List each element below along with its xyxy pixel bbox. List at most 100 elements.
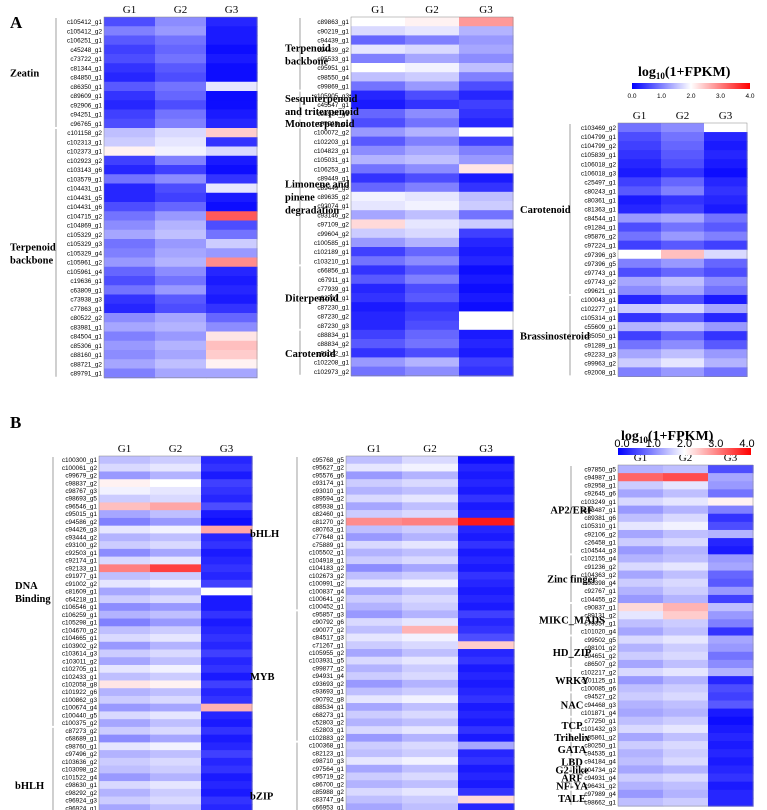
- row-label: c73938_g3: [70, 297, 102, 304]
- row-label: c96924_g3: [65, 798, 97, 805]
- heatmap-cell: [708, 489, 754, 499]
- row-label: c84517_g3: [312, 635, 344, 642]
- category-label: Limonene and pinene degradation: [285, 179, 350, 216]
- heatmap-cell: [150, 781, 202, 790]
- heatmap-cell: [458, 579, 515, 588]
- row-label: c100452_g1: [309, 604, 345, 611]
- heatmap-cell: [351, 90, 406, 101]
- row-label: c89791_g1: [70, 371, 102, 378]
- row-label: c103210_g1: [314, 258, 350, 265]
- heatmap-cell: [618, 258, 662, 269]
- heatmap-cell: [402, 672, 459, 681]
- heatmap-cell: [155, 146, 207, 157]
- heatmap-cell: [104, 128, 156, 138]
- heatmap-cell: [104, 202, 156, 212]
- heatmap-cell: [150, 610, 202, 620]
- heatmap-cell: [661, 340, 705, 350]
- color-scale-tick: 2.0: [677, 438, 692, 450]
- heatmap-cell: [459, 63, 514, 73]
- heatmap-cell: [346, 456, 403, 465]
- heatmap-cell: [405, 302, 460, 312]
- heatmap-cell: [405, 173, 460, 184]
- row-label: c96765_g1: [70, 121, 102, 128]
- heatmap-cell: [618, 349, 662, 359]
- heatmap-cell: [206, 276, 258, 286]
- heatmap-cell: [459, 127, 514, 138]
- heatmap-cell: [206, 368, 258, 379]
- heatmap-cell: [459, 339, 514, 349]
- heatmap-cell: [155, 192, 207, 203]
- row-label: c101871_g4: [581, 710, 617, 717]
- row-label: c83747_g4: [312, 797, 344, 804]
- heatmap-cell: [206, 183, 258, 194]
- row-label: c98630_g1: [65, 782, 97, 789]
- category-label: Sesquiterpenoid and triterpenoid: [285, 94, 359, 118]
- heatmap-cell: [458, 718, 515, 727]
- heatmap-cell: [351, 173, 406, 184]
- heatmap-cell: [708, 570, 754, 580]
- heatmap-cell: [708, 611, 754, 620]
- heatmap-cell: [708, 700, 754, 710]
- heatmap-cell: [104, 44, 156, 55]
- heatmap-cell: [661, 240, 705, 251]
- heatmap-cell: [99, 626, 151, 635]
- heatmap-cell: [618, 204, 662, 215]
- heatmap-cell: [663, 692, 709, 702]
- heatmap-cell: [663, 473, 709, 482]
- heatmap-cell: [346, 733, 403, 743]
- heatmap-cell: [150, 494, 202, 504]
- heatmap-cell: [405, 127, 460, 138]
- heatmap-cell: [661, 294, 705, 305]
- heatmap-cell: [104, 266, 156, 277]
- category-label: Zeatin: [10, 69, 39, 80]
- heatmap-cell: [346, 494, 403, 503]
- heatmap-cell: [663, 773, 709, 783]
- color-scale-bar: [618, 448, 751, 455]
- heatmap-b3: G1 G2 G3c97850_g5c94987_g1c92958_g1c92645_…: [539, 452, 754, 807]
- heatmap-cell: [150, 719, 202, 728]
- row-label: c82460_g1: [312, 511, 344, 518]
- heatmap-cell: [618, 177, 662, 187]
- heatmap-cell: [346, 787, 403, 797]
- heatmap-cell: [150, 649, 202, 658]
- row-label: c105329_g3: [67, 241, 103, 248]
- heatmap-cell: [405, 191, 460, 202]
- heatmap-cell: [459, 191, 514, 202]
- heatmap-cell: [405, 293, 460, 303]
- heatmap-cell: [663, 700, 709, 710]
- row-label: c84504_g1: [70, 334, 102, 341]
- row-label: c100061_g2: [62, 465, 98, 472]
- heatmap-cell: [99, 711, 151, 720]
- heatmap-cell: [661, 186, 705, 196]
- heatmap-cell: [402, 733, 459, 743]
- row-label: c86350_g1: [70, 84, 102, 91]
- row-label: c103579_g1: [67, 176, 103, 183]
- heatmap-cell: [704, 222, 748, 233]
- row-label: c91236_g2: [584, 564, 616, 571]
- heatmap-cell: [402, 664, 459, 673]
- color-scales: log10(1+FPKM)0.0 1.0 2.0 3.0 4.0log10(1+FPKM…: [614, 65, 755, 455]
- row-label: c94251_g1: [70, 112, 102, 119]
- heatmap-cell: [351, 357, 406, 368]
- heatmap-cell: [150, 742, 202, 751]
- heatmap-cell: [155, 183, 207, 194]
- heatmap-cell: [663, 554, 709, 564]
- heatmap-cell: [458, 556, 515, 565]
- heatmap-cell: [405, 228, 460, 239]
- heatmap-cell: [402, 633, 459, 642]
- heatmap-cell: [458, 471, 515, 480]
- row-label: c95876_g2: [584, 234, 616, 241]
- heatmap-cell: [459, 366, 514, 377]
- heatmap-cell: [458, 664, 515, 673]
- row-label: c77939_g1: [317, 286, 349, 293]
- row-label: c90837_g1: [584, 604, 616, 611]
- category-label: TALE: [558, 794, 586, 805]
- heatmap-cell: [201, 664, 253, 674]
- row-label: c97743_g2: [584, 279, 616, 286]
- row-label: c102673_g2: [309, 573, 345, 580]
- row-label: c99604_g2: [317, 231, 349, 238]
- heatmap-cell: [405, 90, 460, 101]
- heatmap-cell: [155, 313, 207, 323]
- heatmap-cell: [155, 359, 207, 370]
- column-label: G2: [169, 443, 182, 455]
